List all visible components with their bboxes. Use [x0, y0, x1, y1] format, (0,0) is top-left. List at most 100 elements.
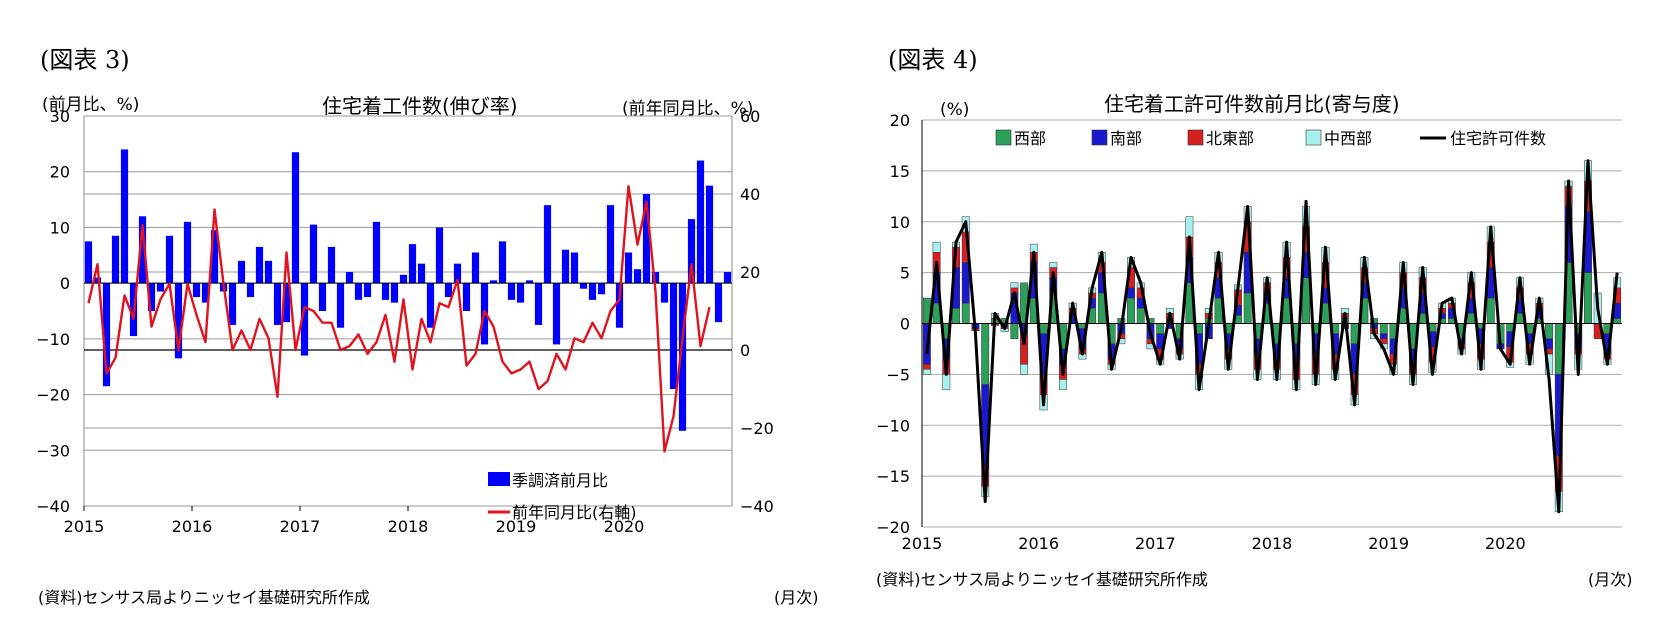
legend-west-label: 西部 — [1014, 129, 1046, 148]
bar — [597, 283, 606, 295]
stacked-segment — [952, 307, 960, 324]
bar — [507, 283, 516, 300]
bar — [291, 152, 300, 284]
stacked-segment — [922, 363, 931, 370]
yoy-line — [87, 184, 711, 453]
source-right: (資料)センサス局よりニッセイ基礎研究所作成 — [876, 570, 1208, 589]
legend-label-line: 前年同月比(右軸) — [512, 503, 637, 522]
x-tick-label: 2017 — [1135, 534, 1176, 553]
y-tick-label: 10 — [890, 213, 910, 232]
bar — [453, 263, 462, 284]
y2-tick-label: −40 — [740, 497, 774, 516]
stacked-segment — [1379, 323, 1388, 334]
bar — [525, 280, 534, 284]
bar — [264, 260, 273, 284]
stacked-segment — [932, 241, 941, 253]
bar — [309, 224, 318, 284]
stacked-segment — [1302, 277, 1310, 324]
stacked-segment — [1020, 363, 1029, 375]
y-tick-label-left: −20 — [36, 386, 70, 405]
month-label-right: (月次) — [1588, 570, 1633, 589]
bar — [138, 216, 147, 284]
x-tick-label: 2017 — [280, 517, 321, 536]
bar — [417, 263, 426, 284]
bar — [552, 283, 561, 345]
stacked-segment — [1185, 216, 1194, 238]
stacked-segment — [1156, 323, 1165, 334]
stacked-segment — [1059, 379, 1067, 390]
bar — [705, 185, 714, 284]
y-tick-label-left: 30 — [50, 107, 70, 126]
legend-west-swatch — [995, 129, 1012, 146]
bar — [534, 283, 543, 325]
stacked-segment — [1136, 307, 1145, 324]
bar — [471, 252, 480, 284]
y-tick-label-left: −40 — [36, 497, 70, 516]
bar — [174, 283, 183, 359]
legend-label-bars: 季調済前月比 — [512, 471, 608, 490]
y2-tick-label: 20 — [740, 263, 760, 282]
bar — [543, 205, 552, 284]
chart-title-left: 住宅着工件数(伸び率) — [322, 94, 518, 118]
stacked-segment — [922, 369, 931, 375]
y-tick-label-left: 10 — [50, 218, 70, 237]
y2-tick-label: −20 — [740, 419, 774, 438]
y-tick-label: 15 — [890, 162, 910, 181]
y-tick-label: −20 — [876, 518, 910, 537]
stacked-segment — [1613, 318, 1622, 324]
total-line — [925, 159, 1619, 514]
stacked-segment — [1486, 297, 1495, 324]
bar — [714, 283, 723, 323]
stacked-segment — [1010, 282, 1019, 289]
bar — [444, 283, 453, 298]
y2-tick-label: 40 — [740, 185, 760, 204]
left-axis-unit: (前月比、%) — [42, 95, 140, 115]
bar — [156, 283, 165, 292]
x-tick-label: 2020 — [604, 517, 645, 536]
bar — [201, 283, 210, 303]
stacked-segment — [1010, 323, 1019, 340]
legend-northeast-label: 北東部 — [1206, 129, 1254, 148]
bar — [120, 149, 129, 284]
bar — [102, 283, 111, 387]
source-left: (資料)センサス局よりニッセイ基礎研究所作成 — [38, 588, 370, 607]
x-tick-label: 2015 — [64, 517, 105, 536]
x-tick-label: 2015 — [902, 534, 943, 553]
bar — [633, 269, 642, 284]
stacked-segment — [1321, 302, 1330, 324]
bar — [624, 252, 633, 284]
bar — [300, 283, 309, 356]
stacked-segment — [1515, 313, 1524, 324]
bar — [669, 283, 678, 389]
bar — [642, 194, 651, 284]
bar — [318, 283, 327, 311]
y-tick-label-left: −30 — [36, 441, 70, 460]
stacked-segment — [1545, 323, 1554, 340]
chart-title-right: 住宅着工許可件数前月比(寄与度) — [1104, 92, 1400, 116]
bar — [210, 230, 219, 284]
stacked-segment — [1554, 323, 1563, 375]
y-tick-label-left: −10 — [36, 330, 70, 349]
bar — [399, 274, 408, 284]
bar — [192, 283, 201, 298]
bar — [336, 283, 345, 328]
bar — [354, 283, 363, 300]
stacked-segment — [1127, 297, 1135, 324]
bar — [435, 227, 444, 284]
legend-south-label: 南部 — [1110, 129, 1142, 148]
x-tick-label: 2018 — [388, 517, 429, 536]
bar — [363, 283, 372, 298]
bar — [570, 252, 579, 284]
bar — [660, 283, 669, 303]
legend-south-swatch — [1091, 129, 1108, 146]
bar — [696, 160, 705, 284]
figure-label-right: (図表 4) — [888, 46, 978, 74]
stacked-segment — [981, 323, 990, 385]
stacked-segment — [942, 374, 951, 390]
bar — [381, 283, 390, 300]
bar — [345, 272, 354, 284]
stacked-segment — [1243, 292, 1252, 324]
stacked-segment — [1350, 323, 1359, 345]
bar — [165, 235, 174, 284]
bar — [183, 221, 192, 284]
